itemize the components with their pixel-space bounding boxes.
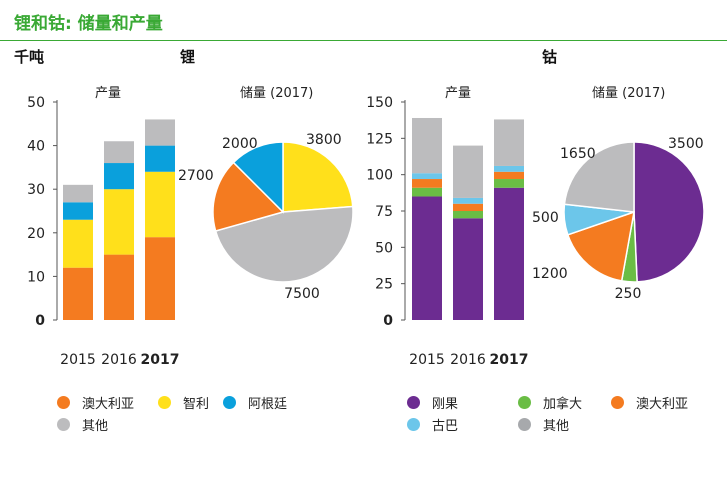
lithium-production-y-tick-label: 30 [27, 182, 45, 198]
lithium-reserves-slice-2 [212, 161, 285, 232]
legend-swatch [57, 396, 70, 409]
cobalt-reserves-slice-label: 500 [532, 210, 559, 226]
legend-label: 阿根廷 [248, 397, 288, 412]
lithium-production-bar-2016-2 [104, 163, 134, 190]
lithium-reserves-slice-label: 2700 [178, 168, 214, 184]
legend-label: 其他 [82, 419, 109, 434]
legend-label: 澳大利亚 [82, 397, 135, 412]
lithium-production-y-tick-label: 10 [27, 269, 45, 285]
cobalt-reserves-slice-0 [633, 141, 705, 283]
cobalt-production-bar-2015-1 [412, 187, 442, 197]
legend-swatch [407, 418, 420, 431]
legend-swatch [158, 396, 171, 409]
cobalt-production-bar-2017-4 [494, 119, 524, 166]
page-title: 锂和钴: 储量和产量 [14, 14, 163, 34]
lithium-reserves-slice-label: 2000 [222, 136, 258, 152]
lithium-production-bar-2015-1 [63, 219, 93, 268]
cobalt-legend-item: 其他 [518, 415, 569, 434]
lithium-production-y-tick-label: 0 [35, 313, 45, 329]
cobalt-reserves-title: 储量 (2017) [592, 86, 666, 101]
unit-label: 千吨 [14, 48, 45, 66]
lithium-production-bar-2017-2 [145, 145, 175, 172]
cobalt-production-bar-2015-0 [412, 196, 442, 320]
cobalt-production-y-tick-label: 50 [375, 240, 393, 256]
lithium-production-bar-2016-3 [104, 141, 134, 164]
legend-label: 其他 [543, 419, 570, 434]
cobalt-production-bar-2016-0 [453, 218, 483, 320]
legend-label: 澳大利亚 [636, 397, 689, 412]
cobalt-production-y-tick-label: 0 [383, 313, 393, 329]
cobalt-production-y-tick-label: 75 [375, 204, 393, 220]
cobalt-production-bar-2017-1 [494, 179, 524, 188]
title-divider [0, 40, 727, 41]
lithium-production-x-tick-label: 2015 [60, 352, 96, 368]
cobalt-production-x-tick-label: 2017 [490, 352, 529, 368]
legend-swatch [518, 396, 531, 409]
legend-swatch [223, 396, 236, 409]
legend-label: 智利 [183, 397, 210, 412]
cobalt-heading: 钴 [542, 48, 558, 66]
cobalt-production-title: 产量 [445, 86, 472, 101]
cobalt-reserves-slice-label: 1200 [532, 266, 568, 282]
lithium-legend-item: 其他 [57, 415, 108, 434]
cobalt-legend-item: 加拿大 [518, 393, 582, 412]
legend-swatch [611, 396, 624, 409]
cobalt-production-y-tick-label: 100 [366, 168, 393, 184]
lithium-production-x-tick-label: 2016 [101, 352, 137, 368]
legend-label: 加拿大 [543, 397, 583, 412]
cobalt-production-bar-2017-0 [494, 187, 524, 320]
lithium-production-y-tick-label: 50 [27, 95, 45, 111]
cobalt-legend-item: 刚果 [407, 393, 458, 412]
lithium-reserves-slice-label: 7500 [284, 286, 320, 302]
lithium-legend-item: 智利 [158, 393, 209, 412]
lithium-production-bar-2016-1 [104, 189, 134, 255]
cobalt-production-x-tick-label: 2016 [450, 352, 486, 368]
cobalt-reserves-slice-label: 250 [615, 286, 642, 302]
cobalt-production-bar-2016-2 [453, 203, 483, 211]
lithium-production-bar-2015-0 [63, 267, 93, 320]
legend-swatch [407, 396, 420, 409]
cobalt-production-bar-2017-3 [494, 165, 524, 172]
cobalt-production-bar-2016-3 [453, 197, 483, 204]
cobalt-production-bar-2016-4 [453, 145, 483, 198]
cobalt-production-y-tick-label: 25 [375, 277, 393, 293]
cobalt-reserves-slice-4 [563, 141, 635, 213]
cobalt-production-bar-2017-2 [494, 171, 524, 180]
lithium-production-bar-2017-0 [145, 237, 175, 320]
legend-label: 刚果 [432, 397, 459, 412]
lithium-reserves-slice-3 [232, 141, 284, 214]
lithium-production-y-tick-label: 40 [27, 139, 45, 155]
lithium-reserves-slice-1 [214, 205, 354, 283]
lithium-legend-item: 澳大利亚 [57, 393, 134, 412]
lithium-reserves-slice-0 [282, 141, 354, 213]
lithium-legend-item: 阿根廷 [223, 393, 287, 412]
cobalt-reserves-slice-label: 3500 [668, 136, 704, 152]
legend-swatch [57, 418, 70, 431]
lithium-reserves-slice-label: 3800 [306, 132, 342, 148]
cobalt-legend-item: 澳大利亚 [611, 393, 688, 412]
cobalt-production-x-tick-label: 2015 [409, 352, 445, 368]
lithium-production-bar-2017-3 [145, 119, 175, 146]
lithium-production-bar-2015-2 [63, 202, 93, 220]
cobalt-production-y-tick-label: 125 [366, 131, 393, 147]
lithium-heading: 锂 [180, 48, 196, 66]
cobalt-reserves-slice-label: 1650 [560, 146, 596, 162]
cobalt-production-bar-2015-3 [412, 173, 442, 180]
lithium-reserves-title: 储量 (2017) [240, 86, 314, 101]
cobalt-production-y-tick-label: 150 [366, 95, 393, 111]
lithium-production-title: 产量 [95, 86, 122, 101]
lithium-production-y-tick-label: 20 [27, 226, 45, 242]
lithium-production-bar-2015-3 [63, 184, 93, 203]
lithium-production-bar-2017-1 [145, 171, 175, 238]
cobalt-production-bar-2015-2 [412, 179, 442, 188]
cobalt-production-bar-2015-4 [412, 117, 442, 174]
cobalt-production-bar-2016-1 [453, 211, 483, 219]
legend-swatch [518, 418, 531, 431]
cobalt-legend-item: 古巴 [407, 415, 458, 434]
lithium-production-x-tick-label: 2017 [141, 352, 180, 368]
legend-label: 古巴 [432, 419, 459, 434]
lithium-production-bar-2016-0 [104, 254, 134, 320]
